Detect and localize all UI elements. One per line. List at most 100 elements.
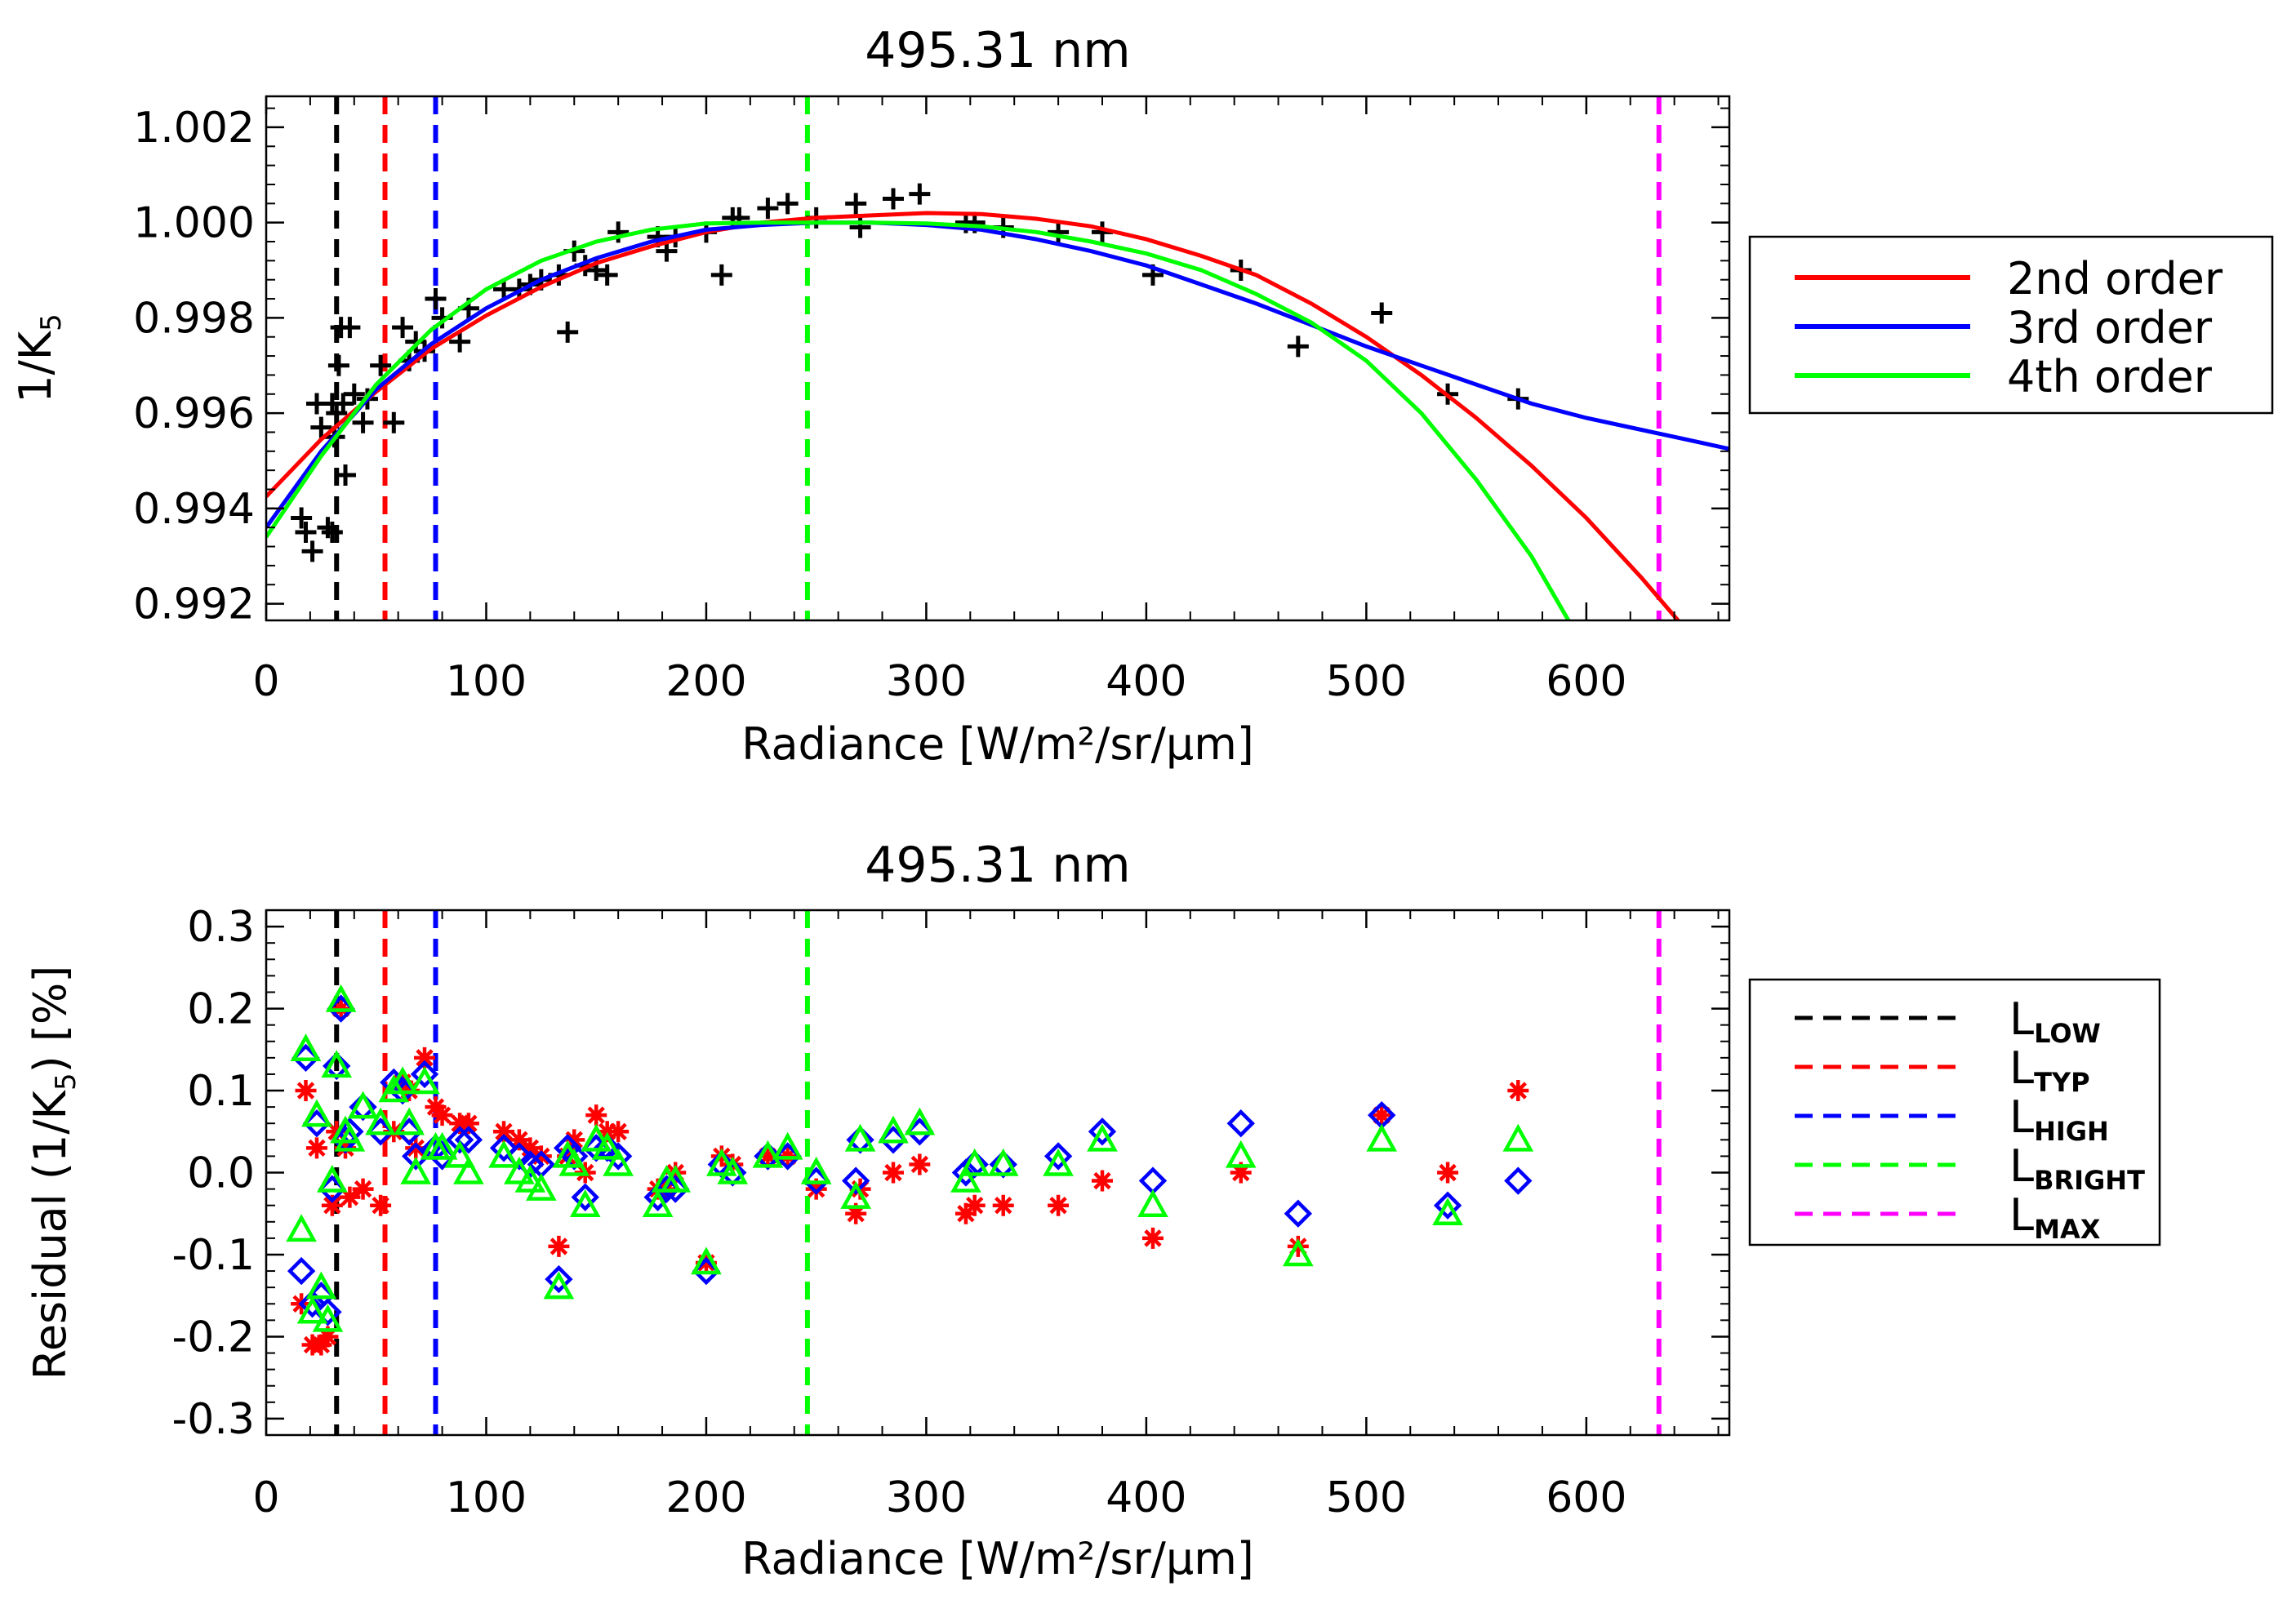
data-point [383,411,405,433]
residual-point-2nd [963,1194,986,1216]
data-point [1287,335,1309,358]
residual-point-2nd [757,1145,779,1167]
data-point [332,393,354,415]
residual-point-2nd [405,1137,427,1159]
residual-point-3rd [951,1158,981,1187]
y-axis-label: Residual (1/K5) [%] [24,966,82,1380]
residual-point-4th [772,1131,803,1160]
residual-point-4th [1502,1123,1534,1152]
data-point [321,522,343,544]
x-tick-label: 0 [252,1473,279,1522]
data-point [909,183,931,205]
residual-point-3rd [489,1134,518,1162]
residual-point-3rd [505,1142,534,1171]
residual-point-2nd [883,1162,904,1184]
data-point [596,264,618,286]
residual-point-4th [453,1156,484,1184]
chart-title: 495.31 nm [865,837,1131,894]
chart-title: 495.31 nm [865,22,1131,79]
y-tick-label: 0.992 [133,580,255,629]
residual-point-4th [603,1148,634,1176]
residual-point-2nd [1092,1170,1113,1192]
residual-point-2nd [457,1113,479,1135]
residual-point-3rd [314,1298,342,1326]
residual-point-2nd [370,1194,392,1216]
data-point [301,540,323,562]
residual-point-2nd [1230,1162,1252,1184]
residual-point-3rd [1226,1109,1255,1138]
residual-point-4th [378,1074,410,1103]
y-tick-label: 0.998 [133,294,255,343]
x-tick-label: 500 [1326,1473,1407,1522]
data-point [776,193,799,215]
residual-point-4th [705,1148,737,1176]
residual-point-4th [1043,1148,1074,1176]
y-tick-label: 1.000 [133,199,255,248]
y-tick-label: 0.994 [133,485,255,534]
x-axis-label: Radiance [W/m²/sr/µm] [741,718,1254,770]
residual-point-4th [717,1156,749,1184]
fit-line-2nd-order [266,211,1681,620]
residual-point-4th [400,1156,432,1184]
residual-point-2nd [954,1202,977,1224]
residual-point-2nd [548,1235,570,1257]
data-point [335,464,357,486]
residual-point-3rd [1138,1166,1168,1195]
residual-point-4th [325,984,357,1012]
residual-point-2nd [493,1121,515,1143]
data-point [849,216,871,238]
data-point [339,317,361,339]
residual-point-4th [321,1050,353,1078]
residual-point-4th [334,1123,366,1152]
y-tick-label: 0.0 [187,1149,255,1198]
residual-point-4th [504,1156,535,1184]
residual-point-4th [1225,1140,1257,1168]
residual-point-4th [878,1115,909,1144]
x-tick-label: 600 [1546,1473,1626,1522]
residual-point-3rd [454,1126,483,1154]
y-axis-label: 1/K5 [10,313,68,403]
residual-point-4th [844,1123,876,1152]
residual-point-2nd [909,1153,931,1175]
y-tick-label: 0.996 [133,389,255,438]
x-tick-label: 400 [1106,1473,1186,1522]
residual-point-2nd [1141,1227,1164,1249]
residual-point-2nd [845,1202,867,1224]
residual-point-4th [1087,1123,1118,1152]
residual-point-2nd [665,1162,687,1184]
residual-point-4th [301,1099,332,1127]
residual-point-2nd [431,1104,453,1126]
residual-point-3rd [545,1264,573,1294]
residual-point-2nd [557,1145,579,1167]
residual-point-3rd [410,1060,439,1089]
y-tick-label: -0.1 [172,1231,255,1280]
legend-label: LHIGH [2009,1091,2109,1147]
data-point [295,522,317,544]
residual-point-3rd [603,1142,633,1171]
legend-label: 4th order [2007,351,2213,402]
residual-point-4th [1137,1189,1168,1217]
residual-point-2nd [563,1129,585,1151]
residual-point-2nd [596,1121,618,1143]
residual-point-4th [488,1140,519,1168]
residual-point-4th [1283,1238,1314,1267]
residual-point-2nd [295,1080,317,1102]
residual-point-4th [800,1156,832,1184]
residual-point-2nd [321,1194,343,1216]
data-point [1371,302,1393,324]
data-point [449,331,471,353]
residual-point-4th [904,1107,936,1135]
residual-point-4th [365,1107,396,1135]
residual-point-3rd [1088,1118,1117,1146]
residual-point-4th [543,1271,575,1300]
residual-point-4th [840,1181,872,1209]
plot-area [266,96,1729,620]
data-point [883,188,904,210]
residual-point-2nd [317,1326,339,1348]
residual-point-4th [444,1140,475,1168]
data-point [710,264,732,286]
data-point [291,507,313,529]
residual-point-3rd [298,1290,327,1318]
data-point [557,321,579,343]
